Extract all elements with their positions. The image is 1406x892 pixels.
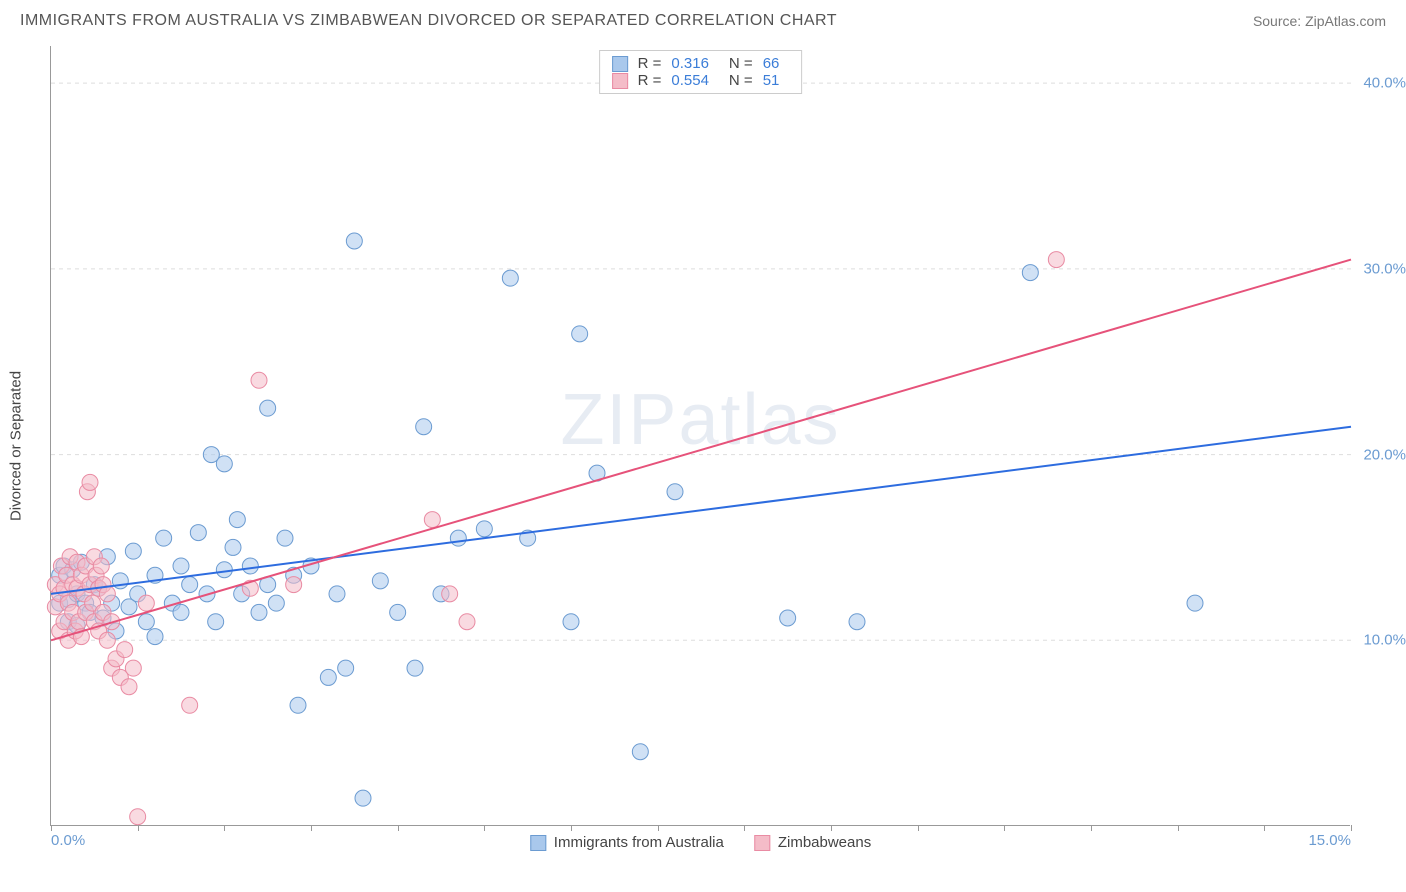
x-tick-mark (484, 825, 485, 831)
x-tick-mark (571, 825, 572, 831)
x-tick-mark (918, 825, 919, 831)
legend-row-1: R = 0.554 N = 51 (612, 72, 790, 89)
x-tick-mark (1178, 825, 1179, 831)
y-tick-label: 40.0% (1363, 75, 1406, 92)
x-tick-mark (831, 825, 832, 831)
legend-item-0: Immigrants from Australia (530, 834, 724, 851)
swatch-series-0 (612, 56, 628, 72)
source-label: Source: ZipAtlas.com (1253, 13, 1386, 29)
x-tick-mark (1264, 825, 1265, 831)
y-tick-label: 30.0% (1363, 260, 1406, 277)
n-label: N = (729, 55, 753, 72)
legend-correlation: R = 0.316 N = 66 R = 0.554 N = 51 (599, 50, 803, 94)
legend-row-0: R = 0.316 N = 66 (612, 55, 790, 72)
legend-series: Immigrants from Australia Zimbabweans (530, 834, 871, 851)
y-tick-label: 20.0% (1363, 446, 1406, 463)
x-tick-mark (658, 825, 659, 831)
y-axis-label: Divorced or Separated (8, 371, 25, 521)
legend-label-0: Immigrants from Australia (554, 834, 724, 851)
n-value-1: 51 (763, 72, 780, 89)
header: IMMIGRANTS FROM AUSTRALIA VS ZIMBABWEAN … (0, 0, 1406, 38)
x-tick-label: 15.0% (1308, 832, 1351, 849)
r-label: R = (638, 72, 662, 89)
swatch-series-1 (612, 73, 628, 89)
legend-item-1: Zimbabweans (754, 834, 871, 851)
x-tick-mark (1351, 825, 1352, 831)
legend-label-1: Zimbabweans (778, 834, 871, 851)
swatch-bottom-1 (754, 835, 770, 851)
x-tick-label: 0.0% (51, 832, 85, 849)
y-tick-label: 10.0% (1363, 632, 1406, 649)
n-value-0: 66 (763, 55, 780, 72)
x-tick-mark (138, 825, 139, 831)
x-tick-mark (224, 825, 225, 831)
x-tick-mark (1004, 825, 1005, 831)
chart-area: ZIPatlas R = 0.316 N = 66 R = 0.554 N = … (50, 46, 1350, 826)
scatter-plot (51, 46, 1350, 825)
swatch-bottom-0 (530, 835, 546, 851)
chart-title: IMMIGRANTS FROM AUSTRALIA VS ZIMBABWEAN … (20, 12, 837, 30)
x-tick-mark (398, 825, 399, 831)
x-tick-mark (1091, 825, 1092, 831)
r-value-1: 0.554 (671, 72, 709, 89)
n-label: N = (729, 72, 753, 89)
r-value-0: 0.316 (671, 55, 709, 72)
x-tick-mark (51, 825, 52, 831)
x-tick-mark (311, 825, 312, 831)
x-tick-mark (744, 825, 745, 831)
r-label: R = (638, 55, 662, 72)
